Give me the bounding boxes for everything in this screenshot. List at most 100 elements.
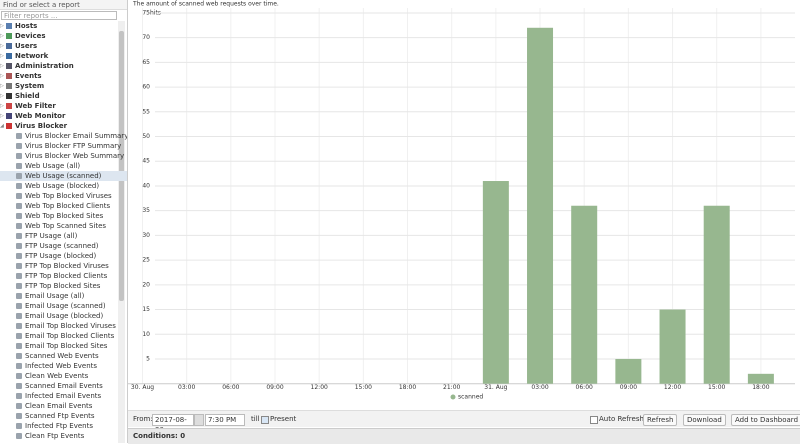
tree-report[interactable]: FTP Top Blocked Clients	[0, 271, 127, 281]
tree-report[interactable]: Clean Ftp Events	[0, 431, 127, 441]
report-icon	[16, 143, 22, 149]
tree-report[interactable]: Infected Ftp Events	[0, 421, 127, 431]
report-label: FTP Top Blocked Clients	[25, 272, 108, 280]
expander[interactable]: ▷	[0, 53, 4, 59]
report-icon	[16, 393, 22, 399]
category-icon	[6, 103, 12, 109]
category-icon	[6, 63, 12, 69]
tree-report[interactable]: Web Top Blocked Viruses	[0, 191, 127, 201]
tree-report[interactable]: Email Usage (blocked)	[0, 311, 127, 321]
tree-report[interactable]: Infected Email Events	[0, 391, 127, 401]
tree-report[interactable]: Email Usage (scanned)	[0, 301, 127, 311]
tree-category[interactable]: ▷ Hosts	[0, 21, 118, 31]
report-icon	[16, 353, 22, 359]
conditions-bar: Conditions: 0	[128, 428, 800, 444]
report-label: Virus Blocker FTP Summary	[25, 142, 122, 150]
tree-report[interactable]: Web Top Scanned Sites	[0, 221, 127, 231]
tree-category[interactable]: ▷ Shield	[0, 91, 118, 101]
tree-category[interactable]: ▷ Web Filter	[0, 101, 118, 111]
expander[interactable]: ▷	[0, 73, 4, 79]
filter-input[interactable]: Filter reports ...	[1, 11, 117, 20]
date-picker-button[interactable]	[194, 414, 204, 426]
conditions-label[interactable]: Conditions: 0	[133, 432, 186, 440]
toolbar-button[interactable]: Download	[683, 414, 726, 426]
tree-report[interactable]: Virus Blocker Email Summary	[0, 131, 127, 141]
bar	[659, 309, 686, 384]
report-label: Email Usage (blocked)	[25, 312, 104, 320]
expander[interactable]: ▷	[0, 113, 4, 119]
tree-report[interactable]: Email Usage (all)	[0, 291, 127, 301]
x-tick-label: 03:00	[531, 384, 548, 391]
report-label: Scanned Email Events	[25, 382, 103, 390]
legend-swatch	[450, 394, 456, 400]
expander[interactable]: ▷	[0, 93, 4, 99]
expander[interactable]: ▷	[0, 83, 4, 89]
scrollbar[interactable]	[118, 21, 125, 443]
tree-report[interactable]: FTP Usage (scanned)	[0, 241, 127, 251]
tree-category[interactable]: ▷ System	[0, 81, 118, 91]
expander[interactable]: ▷	[0, 63, 4, 69]
report-icon	[16, 213, 22, 219]
tree-report[interactable]: Web Usage (all)	[0, 161, 127, 171]
present-checkbox[interactable]	[261, 416, 269, 424]
auto-refresh-checkbox[interactable]	[590, 416, 598, 424]
tree-report[interactable]: FTP Usage (blocked)	[0, 251, 127, 261]
tree-category[interactable]: ▷ Devices	[0, 31, 118, 41]
tree-report[interactable]: Scanned Email Events	[0, 381, 127, 391]
tree-report[interactable]: Scanned Web Events	[0, 351, 127, 361]
tree-category[interactable]: ▷ Web Monitor	[0, 111, 118, 121]
report-icon	[16, 133, 22, 139]
chart-background	[128, 0, 800, 410]
tree-report[interactable]: Infected Web Events	[0, 361, 127, 371]
x-tick-label: 30. Aug	[131, 384, 154, 391]
bar	[527, 27, 554, 384]
report-icon	[16, 223, 22, 229]
tree-report[interactable]: FTP Top Blocked Sites	[0, 281, 127, 291]
y-tick-label: 35	[142, 207, 150, 214]
category-label: Shield	[15, 92, 40, 100]
scrollbar-thumb[interactable]	[119, 31, 124, 301]
category-label: Hosts	[15, 22, 38, 30]
time-input[interactable]: 7:30 PM	[205, 414, 245, 426]
report-icon	[16, 333, 22, 339]
tree-report[interactable]: Email Top Blocked Viruses	[0, 321, 127, 331]
expander[interactable]: ▷	[0, 23, 4, 29]
tree-report[interactable]: Web Usage (scanned)	[0, 171, 127, 181]
report-icon	[16, 363, 22, 369]
expander[interactable]: ▷	[0, 103, 4, 109]
category-icon	[6, 53, 12, 59]
expander[interactable]: ▷	[0, 43, 4, 49]
tree-report[interactable]: FTP Top Blocked Viruses	[0, 261, 127, 271]
tree-category[interactable]: ▷ Users	[0, 41, 118, 51]
expander[interactable]: ◢	[0, 123, 4, 129]
tree-category[interactable]: ▷ Administration	[0, 61, 118, 71]
tree-report[interactable]: Web Top Blocked Sites	[0, 211, 127, 221]
toolbar-button[interactable]: Refresh	[643, 414, 678, 426]
report-label: Web Usage (all)	[25, 162, 81, 170]
report-icon	[16, 323, 22, 329]
report-label: Infected Web Events	[25, 362, 98, 370]
date-input[interactable]: 2017-08-30	[152, 414, 194, 434]
tree-report[interactable]: Scanned Ftp Events	[0, 411, 127, 421]
tree-report[interactable]: Email Top Blocked Sites	[0, 341, 127, 351]
tree-report[interactable]: Virus Blocker FTP Summary	[0, 141, 127, 151]
report-label: Email Top Blocked Viruses	[25, 322, 116, 330]
tree-report[interactable]: Email Top Blocked Clients	[0, 331, 127, 341]
tree-report[interactable]: Web Usage (blocked)	[0, 181, 127, 191]
tree-category[interactable]: ▷ Events	[0, 71, 118, 81]
report-label: Infected Ftp Events	[25, 422, 93, 430]
tree-report[interactable]: Clean Email Events	[0, 401, 127, 411]
y-tick-label: 75	[142, 9, 150, 16]
tree-category[interactable]: ▷ Network	[0, 51, 118, 61]
tree-report[interactable]: Clean Web Events	[0, 371, 127, 381]
tree-category[interactable]: ◢ Virus Blocker	[0, 121, 118, 131]
report-icon	[16, 423, 22, 429]
y-tick-label: 10	[142, 331, 150, 338]
tree-report[interactable]: FTP Usage (all)	[0, 231, 127, 241]
x-tick-label: 18:00	[752, 384, 769, 391]
expander[interactable]: ▷	[0, 33, 4, 39]
tree-report[interactable]: Virus Blocker Web Summary	[0, 151, 127, 161]
toolbar-button[interactable]: Add to Dashboard	[731, 414, 800, 426]
tree-report[interactable]: Web Top Blocked Clients	[0, 201, 127, 211]
